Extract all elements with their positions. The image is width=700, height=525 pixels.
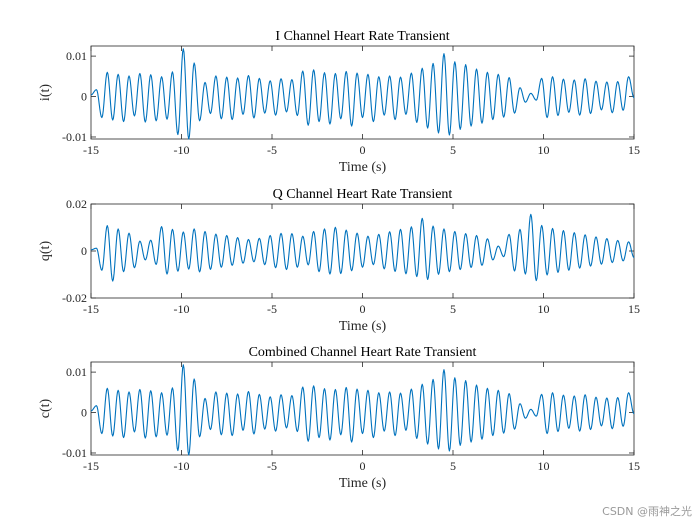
panel-2-xtick-label: 10 [538, 302, 550, 316]
panel-2-title: Q Channel Heart Rate Transient [273, 187, 453, 202]
panel-2-xlabel: Time (s) [339, 319, 387, 334]
panel-3-xtick-label: 15 [628, 459, 640, 473]
panel-3-ytick-label: -0.01 [62, 446, 87, 460]
panel-2-xtick-label: -15 [83, 302, 99, 316]
panel-2-ytick-label: 0.02 [66, 197, 87, 211]
panel-3-xtick-label: 0 [360, 459, 366, 473]
panel-3-axes-box [90, 361, 635, 456]
panel-3-xlabel: Time (s) [339, 476, 387, 491]
panel-2-xtick-label: -10 [174, 302, 190, 316]
panel-3-title: Combined Channel Heart Rate Transient [249, 345, 477, 360]
panel-2-axes-box [90, 203, 635, 299]
panel-1-ytick-label: 0 [81, 90, 87, 104]
panel-3-xtick-label: 10 [538, 459, 550, 473]
panel-3-xtick-label: -5 [267, 459, 277, 473]
panel-1-xtick-label: 10 [538, 143, 550, 157]
panel-2-xtick-label: 15 [628, 302, 640, 316]
panel-2-ylabel: q(t) [38, 241, 53, 262]
panel-1-title: I Channel Heart Rate Transient [275, 29, 449, 44]
panel-2-series-line [90, 213, 635, 282]
panel-2-xtick-label: -5 [267, 302, 277, 316]
panel-1-xtick-label: -10 [174, 143, 190, 157]
watermark-text: CSDN @雨神之光 [602, 505, 692, 518]
panel-2-ytick-label: -0.02 [62, 291, 87, 305]
panel-3-ylabel: c(t) [38, 398, 53, 418]
panel-3-xtick-label: -10 [174, 459, 190, 473]
panel-3-xtick-label: 5 [450, 459, 456, 473]
panel-2-ytick-label: 0 [81, 244, 87, 258]
panel-1-xtick-label: -5 [267, 143, 277, 157]
panel-1-axes-box [90, 45, 635, 140]
panel-1-xlabel: Time (s) [339, 160, 387, 175]
panel-1-ytick-label: -0.01 [62, 130, 87, 144]
panel-3-series-line [90, 364, 635, 456]
panel-3-xtick-label: -15 [83, 459, 99, 473]
panel-1-xtick-label: 0 [360, 143, 366, 157]
panel-3-ytick-label: 0 [81, 406, 87, 420]
panel-1-xtick-label: -15 [83, 143, 99, 157]
panel-1-ylabel: i(t) [38, 84, 53, 101]
panel-1-ytick-label: 0.01 [66, 49, 87, 63]
panel-3-ytick-label: 0.01 [66, 365, 87, 379]
panel-1-xtick-label: 5 [450, 143, 456, 157]
panel-2-xtick-label: 5 [450, 302, 456, 316]
panel-1-series-line [90, 48, 635, 140]
panel-1-xtick-label: 15 [628, 143, 640, 157]
panel-2-xtick-label: 0 [360, 302, 366, 316]
